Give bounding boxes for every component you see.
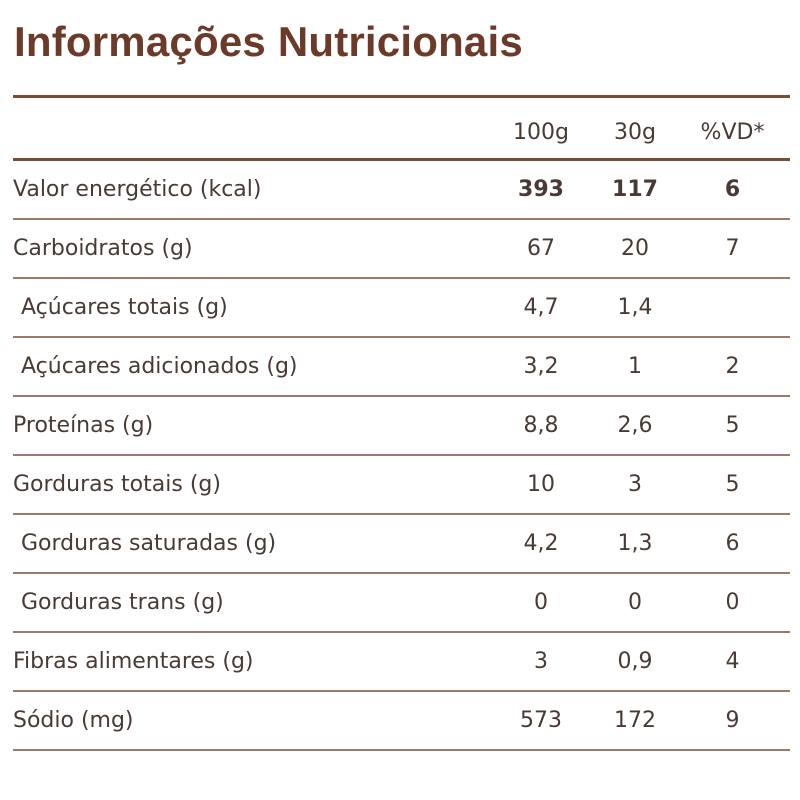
row-label: Açúcares totais (g) xyxy=(21,295,228,320)
column-header-30g: 30g xyxy=(614,119,656,145)
value-100g: 4,2 xyxy=(523,531,559,556)
value-100g: 10 xyxy=(527,472,555,497)
table-row-gorduras-trans: Gorduras trans (g) 0 0 0 xyxy=(13,574,790,633)
row-label: Fibras alimentares (g) xyxy=(13,649,254,674)
value-100g: 393 xyxy=(518,177,564,202)
table-row-gorduras-totais: Gorduras totais (g) 10 3 5 xyxy=(13,456,790,515)
row-label: Gorduras saturadas (g) xyxy=(21,531,277,556)
value-100g: 3,2 xyxy=(523,354,559,379)
row-label: Sódio (mg) xyxy=(13,708,134,733)
value-30g: 3 xyxy=(628,472,642,497)
row-label: Valor energético (kcal) xyxy=(13,177,262,202)
value-vd: 9 xyxy=(725,708,740,733)
value-30g: 117 xyxy=(612,177,658,202)
value-30g: 20 xyxy=(621,236,649,261)
value-vd: 6 xyxy=(725,531,740,556)
table-header-row: 100g 30g %VD* xyxy=(13,98,790,161)
value-30g: 0,9 xyxy=(617,649,653,674)
value-vd: 5 xyxy=(725,472,740,497)
row-label: Proteínas (g) xyxy=(13,413,154,438)
value-vd: 6 xyxy=(724,177,741,202)
page-title: Informações Nutricionais xyxy=(14,18,523,65)
value-30g: 1,3 xyxy=(617,531,653,556)
table-row-proteinas: Proteínas (g) 8,8 2,6 5 xyxy=(13,397,790,456)
table-row-carboidratos: Carboidratos (g) 67 20 7 xyxy=(13,220,790,279)
value-vd: 5 xyxy=(725,413,740,438)
column-header-vd: %VD* xyxy=(700,119,765,145)
value-30g: 172 xyxy=(614,708,656,733)
nutrition-table: 100g 30g %VD* Valor energético (kcal) 39… xyxy=(13,95,790,751)
row-label: Gorduras totais (g) xyxy=(13,472,221,497)
table-row-valor-energetico: Valor energético (kcal) 393 117 6 xyxy=(13,161,790,220)
table-row-acucares-adicionados: Açúcares adicionados (g) 3,2 1 2 xyxy=(13,338,790,397)
table-top-rule xyxy=(13,95,790,98)
row-label: Açúcares adicionados (g) xyxy=(21,354,298,379)
value-100g: 67 xyxy=(527,236,555,261)
value-30g: 2,6 xyxy=(617,413,653,438)
column-header-100g: 100g xyxy=(513,119,569,145)
table-row-sodio: Sódio (mg) 573 172 9 xyxy=(13,692,790,751)
value-30g: 1 xyxy=(628,354,642,379)
table-row-fibras-alimentares: Fibras alimentares (g) 3 0,9 4 xyxy=(13,633,790,692)
value-100g: 4,7 xyxy=(523,295,559,320)
value-100g: 3 xyxy=(534,649,548,674)
value-30g: 1,4 xyxy=(617,295,653,320)
value-vd: 7 xyxy=(725,236,740,261)
value-vd: 0 xyxy=(725,590,740,615)
value-vd: 2 xyxy=(725,354,740,379)
value-vd: 4 xyxy=(725,649,740,674)
value-100g: 8,8 xyxy=(523,413,559,438)
value-30g: 0 xyxy=(628,590,642,615)
row-label: Gorduras trans (g) xyxy=(21,590,224,615)
row-label: Carboidratos (g) xyxy=(13,236,193,261)
value-vd xyxy=(685,279,780,336)
table-row-acucares-totais: Açúcares totais (g) 4,7 1,4 xyxy=(13,279,790,338)
value-100g: 0 xyxy=(534,590,548,615)
table-row-gorduras-saturadas: Gorduras saturadas (g) 4,2 1,3 6 xyxy=(13,515,790,574)
value-100g: 573 xyxy=(520,708,562,733)
